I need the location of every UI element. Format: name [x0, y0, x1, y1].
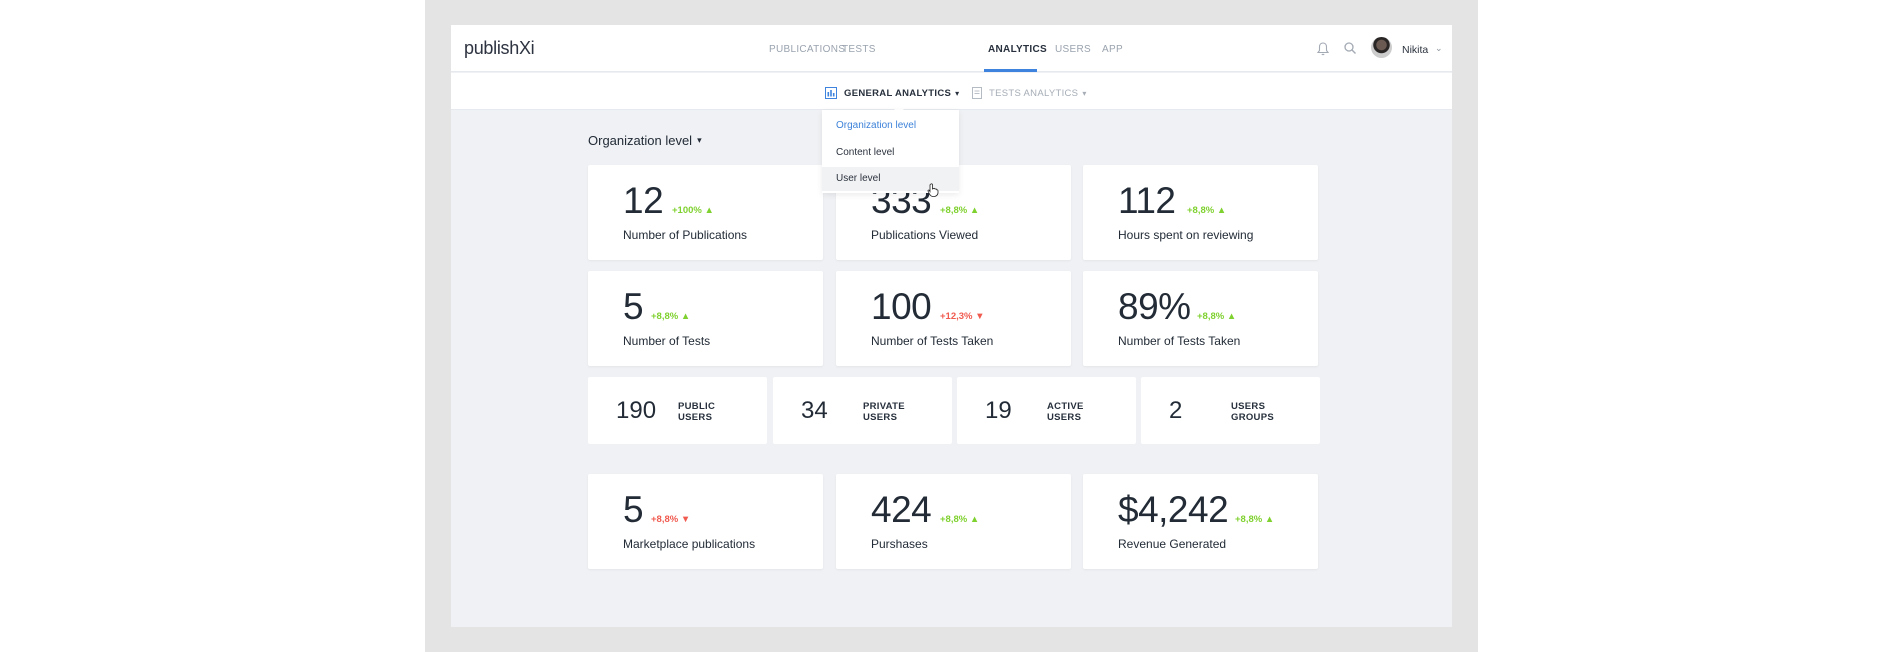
bar-chart-icon — [825, 87, 837, 99]
stat-delta: +8,8% ▲ — [940, 205, 980, 216]
user-name[interactable]: Nikita — [1402, 44, 1429, 56]
stat-value: 5 — [623, 286, 644, 327]
logo[interactable]: publishXi — [464, 38, 535, 58]
stat-value: 112 — [1118, 180, 1176, 221]
stat-delta: +12,3% ▼ — [940, 311, 985, 322]
dropdown-caret — [893, 105, 905, 111]
level-selector[interactable]: Organization level ▾ — [588, 133, 702, 148]
general-analytics-tab[interactable]: GENERAL ANALYTICS ▾ — [825, 85, 959, 101]
analytics-subnav: GENERAL ANALYTICS ▾ TESTS ANALYTICS ▾ — [451, 73, 1452, 110]
stat-value: 89% — [1118, 286, 1191, 327]
tab-analytics[interactable]: ANALYTICS — [988, 44, 1048, 55]
stat-card-tests-taken: 100 +12,3% ▼ Number of Tests Taken — [836, 271, 1071, 366]
mini-value: 2 — [1169, 397, 1183, 424]
mini-card-private-users: 34 PRIVATE USERS — [773, 377, 952, 444]
mini-value: 19 — [985, 397, 1012, 424]
stat-delta: +8,8% ▲ — [940, 514, 980, 525]
stat-label: Purshases — [871, 537, 928, 551]
mini-label: ACTIVE USERS — [1047, 401, 1084, 423]
mini-card-active-users: 19 ACTIVE USERS — [957, 377, 1136, 444]
stat-label: Marketplace publications — [623, 537, 756, 551]
mini-card-public-users: 190 PUBLIC USERS — [588, 377, 767, 444]
level-dropdown-menu: Organization level Content level User le… — [822, 110, 959, 193]
menu-item-content-level[interactable]: Content level — [836, 147, 895, 158]
stat-label: Number of Tests Taken — [871, 334, 994, 348]
stat-delta: +8,8% ▲ — [1187, 205, 1227, 216]
stat-value: 100 — [871, 286, 932, 327]
stat-card-hours-reviewing: 112 +8,8% ▲ Hours spent on reviewing — [1083, 165, 1318, 260]
stat-label: Number of Tests Taken — [1118, 334, 1241, 348]
menu-item-organization-level[interactable]: Organization level — [836, 120, 917, 131]
top-navbar: publishXi PUBLICATIONS TESTS ANALYTICS U… — [451, 25, 1452, 72]
app-window: publishXi PUBLICATIONS TESTS ANALYTICS U… — [451, 25, 1452, 627]
tab-publications[interactable]: PUBLICATIONS — [769, 44, 846, 55]
stat-card-tests: 5 +8,8% ▲ Number of Tests — [588, 271, 823, 366]
stat-delta: +100% ▲ — [672, 205, 714, 216]
chevron-down-icon: ▾ — [697, 135, 702, 145]
stat-card-publications: 12 +100% ▲ Number of Publications — [588, 165, 823, 260]
stat-value: 424 — [871, 489, 932, 530]
stat-label: Number of Publications — [623, 228, 748, 242]
stat-value: 5 — [623, 489, 644, 530]
bell-icon[interactable] — [1316, 41, 1330, 57]
general-analytics-label: GENERAL ANALYTICS — [844, 87, 952, 99]
tests-analytics-tab[interactable]: TESTS ANALYTICS ▾ — [972, 85, 1086, 101]
stat-label: Publications Viewed — [871, 228, 979, 242]
document-icon — [972, 87, 982, 99]
stat-label: Number of Tests — [623, 334, 711, 348]
mini-label: USERS GROUPS — [1231, 401, 1274, 423]
mini-label: PRIVATE USERS — [863, 401, 905, 423]
stat-card-marketplace: 5 +8,8% ▼ Marketplace publications — [588, 474, 823, 569]
window-frame: publishXi PUBLICATIONS TESTS ANALYTICS U… — [425, 0, 1478, 652]
chevron-down-icon[interactable]: ⌄ — [1435, 43, 1443, 53]
stat-delta: +8,8% ▲ — [1197, 311, 1237, 322]
menu-item-user-level[interactable]: User level — [822, 167, 959, 191]
mini-value: 34 — [801, 397, 828, 424]
stat-delta: +8,8% ▲ — [1235, 514, 1275, 525]
chevron-down-icon: ▾ — [955, 88, 960, 98]
stat-delta: +8,8% ▲ — [651, 311, 691, 322]
mini-card-users-groups: 2 USERS GROUPS — [1141, 377, 1320, 444]
hand-cursor-icon — [927, 183, 939, 197]
chevron-down-icon: ▾ — [1082, 88, 1087, 98]
tests-analytics-label: TESTS ANALYTICS — [989, 87, 1079, 99]
stat-delta: +8,8% ▼ — [651, 514, 691, 525]
search-icon[interactable] — [1343, 41, 1357, 55]
avatar[interactable] — [1371, 37, 1392, 58]
stat-label: Hours spent on reviewing — [1118, 228, 1254, 242]
stat-value: $4,242 — [1118, 489, 1229, 530]
tab-tests[interactable]: TESTS — [842, 44, 876, 55]
level-selector-label: Organization level — [588, 133, 693, 148]
mini-value: 190 — [616, 397, 657, 424]
main-nav: PUBLICATIONS TESTS ANALYTICS USERS APP — [451, 25, 1452, 72]
stat-card-revenue: $4,242 +8,8% ▲ Revenue Generated — [1083, 474, 1318, 569]
stat-card-tests-taken-percent: 89% +8,8% ▲ Number of Tests Taken — [1083, 271, 1318, 366]
tab-users[interactable]: USERS — [1055, 44, 1091, 55]
stat-value: 12 — [623, 180, 664, 221]
mini-label: PUBLIC USERS — [678, 401, 716, 423]
active-tab-indicator — [984, 69, 1037, 72]
tab-app[interactable]: APP — [1102, 44, 1123, 55]
stat-label: Revenue Generated — [1118, 537, 1227, 551]
stat-card-purchases: 424 +8,8% ▲ Purshases — [836, 474, 1071, 569]
